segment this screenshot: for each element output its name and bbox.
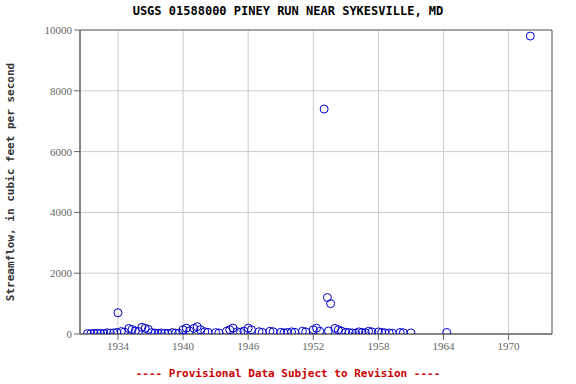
svg-text:1952: 1952 [302, 340, 324, 352]
svg-text:4000: 4000 [50, 206, 73, 218]
svg-text:1964: 1964 [432, 340, 455, 352]
html-text:USGS 01588000 PINEY RUN NEAR S: USGS 01588000 PINEY RUN NEAR SYKESVILLE,… [132, 4, 444, 18]
svg-text:2000: 2000 [50, 267, 73, 279]
svg-text:10000: 10000 [45, 24, 73, 36]
html-text:---- Provisional Data Subject: ---- Provisional Data Subject to Revisio… [135, 367, 441, 380]
svg-text:1934: 1934 [107, 340, 130, 352]
svg-text:8000: 8000 [50, 85, 73, 97]
svg-text:Streamflow, in cubic feet per: Streamflow, in cubic feet per second [8, 63, 17, 301]
svg-text:1970: 1970 [498, 340, 521, 352]
svg-text:1940: 1940 [172, 340, 195, 352]
svg-text:0: 0 [67, 328, 73, 340]
svg-text:1958: 1958 [367, 340, 390, 352]
svg-text:1946: 1946 [237, 340, 260, 352]
svg-text:6000: 6000 [50, 146, 73, 158]
